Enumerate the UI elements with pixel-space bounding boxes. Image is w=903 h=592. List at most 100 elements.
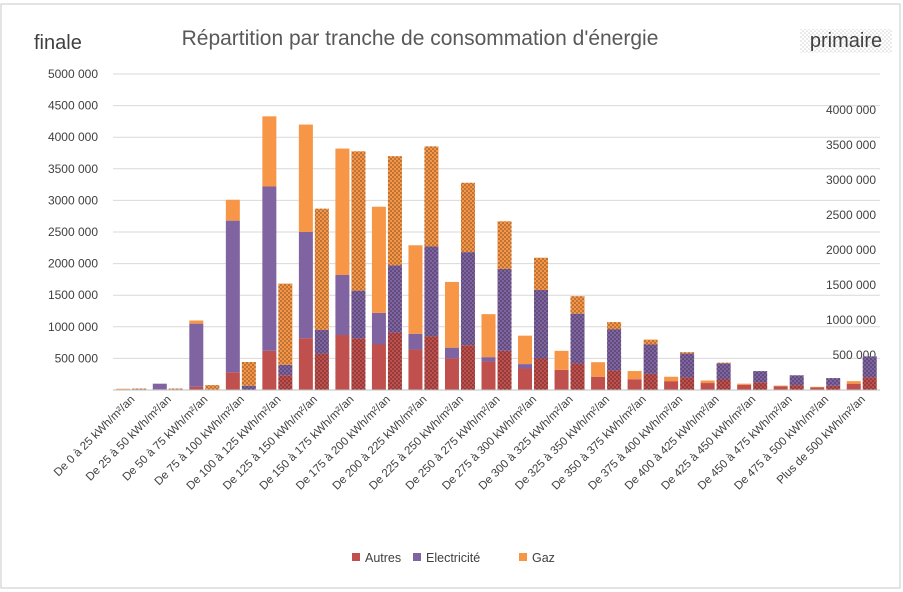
bar-primaire-gaz-pattern bbox=[424, 146, 439, 247]
bar-finale-electricite bbox=[481, 357, 496, 362]
bar-finale-electricite bbox=[335, 274, 350, 336]
bar-primaire-electricite-pattern bbox=[680, 353, 695, 378]
bar-primaire-electricite-pattern bbox=[534, 289, 549, 359]
bar-finale-autres bbox=[298, 338, 313, 390]
bar-primaire-electricite-pattern bbox=[607, 329, 622, 371]
bar-finale-autres bbox=[554, 369, 569, 390]
legend-label-gaz: Gaz bbox=[532, 551, 555, 565]
bar-finale-gaz bbox=[591, 362, 606, 377]
bar-primaire-gaz-pattern bbox=[716, 362, 731, 364]
bar-finale-autres bbox=[627, 379, 642, 390]
bar-finale-electricite bbox=[189, 323, 204, 387]
bar-primaire-electricite-pattern bbox=[789, 375, 804, 386]
left-axis-ticks: 500 000 1000 000 1500 000 2000 000 2500 000 3… bbox=[48, 67, 98, 365]
bar-finale-autres bbox=[481, 361, 496, 390]
bar-primaire-gaz-pattern bbox=[314, 208, 329, 330]
bar-finale-gaz bbox=[262, 116, 277, 187]
right-tick-label: 4000 000 bbox=[826, 103, 876, 117]
bar-finale-autres bbox=[664, 381, 679, 390]
bar-finale-gaz bbox=[554, 350, 569, 370]
right-axis-label: primaire bbox=[810, 30, 882, 52]
bar-primaire-autres-pattern bbox=[424, 336, 439, 390]
bar-primaire-autres-pattern bbox=[314, 353, 329, 390]
bar-primaire-gaz-pattern bbox=[607, 322, 622, 330]
bar-finale-autres bbox=[225, 372, 240, 390]
bar-primaire-autres-pattern bbox=[460, 345, 475, 390]
bar-finale-gaz bbox=[664, 376, 679, 382]
bar-primaire-gaz-pattern bbox=[168, 388, 183, 390]
bar-primaire-electricite-pattern bbox=[643, 344, 658, 374]
bar-finale-autres bbox=[189, 386, 204, 390]
left-axis-label: finale bbox=[34, 32, 82, 54]
bar-primaire-autres-pattern bbox=[387, 332, 402, 390]
bar-finale-electricite bbox=[518, 364, 533, 369]
legend-swatch-autres bbox=[352, 553, 360, 561]
bar-primaire-gaz-pattern bbox=[241, 362, 256, 386]
bar-primaire-electricite-pattern bbox=[241, 385, 256, 390]
legend: Autres Electricité Gaz bbox=[352, 551, 555, 565]
bar-primaire-autres-pattern bbox=[534, 358, 549, 390]
bar-primaire-autres-pattern bbox=[862, 377, 877, 390]
bar-finale-autres bbox=[773, 386, 788, 390]
bar-finale-gaz bbox=[481, 314, 496, 358]
bar-finale-autres bbox=[408, 349, 423, 390]
bar-primaire-autres-pattern bbox=[607, 370, 622, 390]
right-tick-label: 1500 000 bbox=[826, 278, 876, 292]
bar-primaire-autres-pattern bbox=[278, 375, 293, 390]
bar-primaire-gaz-pattern bbox=[497, 221, 512, 269]
bar-primaire-electricite-pattern bbox=[862, 356, 877, 378]
bar-finale-gaz bbox=[518, 335, 533, 365]
bar-finale-electricite bbox=[225, 220, 240, 373]
bar-primaire-electricite-pattern bbox=[570, 313, 585, 364]
bar-primaire-electricite-pattern bbox=[314, 329, 329, 354]
left-tick-label: 3500 000 bbox=[48, 162, 98, 176]
left-tick-label: 5000 000 bbox=[48, 67, 98, 81]
bar-finale-gaz bbox=[444, 281, 459, 348]
bar-finale-autres bbox=[591, 376, 606, 390]
bar-finale-gaz bbox=[700, 380, 715, 384]
bar-primaire-electricite-pattern bbox=[351, 290, 366, 339]
left-tick-label: 1000 000 bbox=[48, 320, 98, 334]
bar-primaire-electricite-pattern bbox=[497, 268, 512, 351]
left-tick-label: 2500 000 bbox=[48, 225, 98, 239]
bar-finale-electricite bbox=[262, 186, 277, 351]
bar-primaire-electricite-pattern bbox=[826, 378, 841, 386]
bar-primaire-autres-pattern bbox=[753, 382, 768, 390]
bar-finale-electricite bbox=[298, 232, 313, 339]
gridlines bbox=[113, 73, 880, 359]
left-tick-label: 4000 000 bbox=[48, 130, 98, 144]
bar-finale-autres bbox=[371, 344, 386, 390]
bar-primaire-electricite-pattern bbox=[424, 246, 439, 337]
right-tick-label: 3000 000 bbox=[826, 173, 876, 187]
bar-finale-autres bbox=[737, 384, 752, 390]
bar-finale-gaz bbox=[773, 385, 788, 387]
right-tick-label: 2500 000 bbox=[826, 208, 876, 222]
bar-primaire-electricite-pattern bbox=[460, 252, 475, 346]
legend-swatch-electricite bbox=[413, 553, 421, 561]
bar-finale-gaz bbox=[116, 388, 131, 390]
bar-primaire-gaz-pattern bbox=[643, 339, 658, 345]
bar-primaire-gaz-pattern bbox=[460, 182, 475, 253]
bar-primaire-autres-pattern bbox=[789, 385, 804, 390]
bar-finale-autres bbox=[846, 383, 861, 390]
left-tick-label: 1500 000 bbox=[48, 288, 98, 302]
bar-primaire-autres-pattern bbox=[570, 363, 585, 390]
bar-primaire-autres-pattern bbox=[716, 379, 731, 390]
bar-finale-gaz bbox=[335, 148, 350, 275]
right-axis-label-background bbox=[800, 29, 892, 53]
bar-primaire-electricite-pattern bbox=[716, 363, 731, 380]
right-tick-label: 1000 000 bbox=[826, 313, 876, 327]
right-tick-label: 3500 000 bbox=[826, 138, 876, 152]
bar-primaire-gaz-pattern bbox=[680, 352, 695, 354]
bar-primaire-autres-pattern bbox=[497, 350, 512, 390]
bar-primaire-electricite-pattern bbox=[753, 371, 768, 383]
bar-finale-autres bbox=[810, 387, 825, 390]
bar-finale-gaz bbox=[371, 206, 386, 313]
bars bbox=[116, 116, 877, 390]
legend-label-autres: Autres bbox=[365, 551, 401, 565]
left-tick-label: 2000 000 bbox=[48, 257, 98, 271]
bar-primaire-gaz-pattern bbox=[534, 257, 549, 290]
bar-finale-autres bbox=[262, 350, 277, 390]
bar-finale-electricite bbox=[371, 312, 386, 345]
